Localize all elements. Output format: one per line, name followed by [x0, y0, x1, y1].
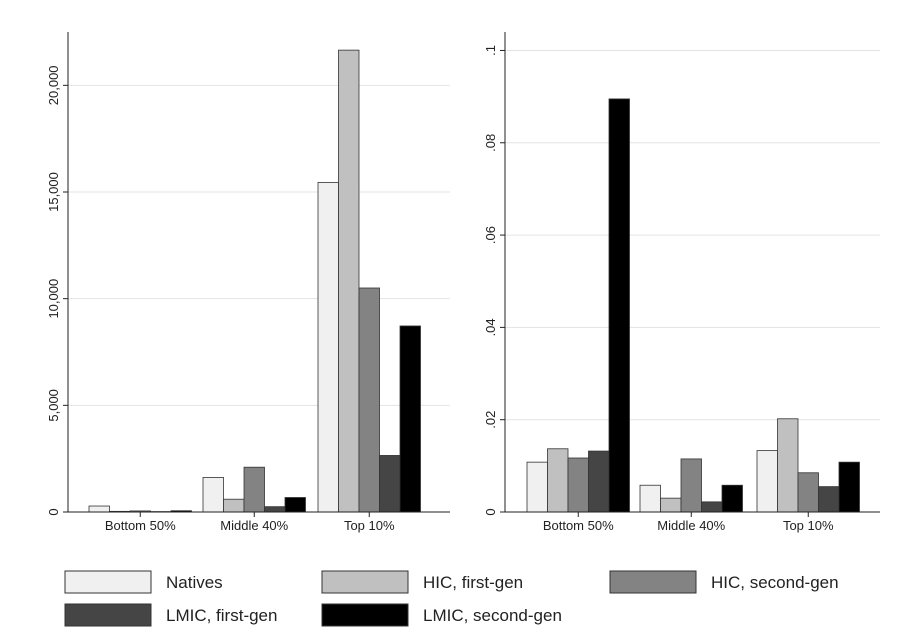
legend-label: HIC, second-gen	[711, 573, 839, 592]
bar	[526, 461, 548, 513]
legend-swatch	[321, 570, 409, 594]
legend-label: LMIC, first-gen	[166, 606, 277, 625]
y-tick-label: .04	[483, 318, 498, 336]
bar	[202, 477, 224, 513]
y-tick-label: 5,000	[46, 389, 61, 422]
y-tick-label: 20,000	[46, 65, 61, 105]
legend-swatch	[64, 603, 152, 627]
bar	[721, 484, 743, 513]
x-tick-label: Middle 40%	[220, 518, 288, 533]
x-tick-label: Middle 40%	[657, 518, 725, 533]
left-panel: 0 5,000 10,000 15,000 20,000 Bottom 50% Middle…	[46, 32, 450, 533]
legend-swatch	[609, 570, 697, 594]
y-tick-label: .06	[483, 226, 498, 244]
bar	[608, 98, 630, 513]
bar	[838, 461, 860, 513]
bar	[223, 498, 245, 513]
legend-swatch	[321, 603, 409, 627]
bar	[588, 450, 610, 513]
bar	[243, 466, 265, 513]
bar	[547, 448, 569, 513]
y-tick-label: 15,000	[46, 172, 61, 212]
legend: Natives HIC, first-gen HIC, second-gen LMIC…	[64, 570, 839, 627]
legend-label: LMIC, second-gen	[423, 606, 562, 625]
bar	[701, 501, 723, 513]
y-tick-label: 0	[483, 508, 498, 515]
y-tick-label: .1	[483, 45, 498, 56]
bar	[797, 472, 819, 513]
x-tick-label: Top 10%	[783, 518, 834, 533]
bar	[379, 455, 401, 513]
x-tick-label: Bottom 50%	[105, 518, 176, 533]
legend-label: HIC, first-gen	[423, 573, 523, 592]
right-panel: 0 .02 .04 .06 .08 .1 Bottom 50% Middle 40% Top 1…	[483, 32, 880, 533]
y-tick-label: 10,000	[46, 279, 61, 319]
bar	[88, 505, 110, 513]
bar	[639, 484, 661, 513]
bar	[264, 506, 286, 513]
y-tick-label: .08	[483, 134, 498, 152]
legend-label: Natives	[166, 573, 223, 592]
bar	[567, 457, 589, 513]
bar	[399, 325, 421, 513]
bar	[338, 49, 360, 513]
bar	[284, 497, 306, 513]
bar	[358, 287, 380, 513]
bar	[777, 418, 799, 513]
bar	[756, 450, 778, 513]
bar	[680, 458, 702, 513]
x-tick-label: Top 10%	[344, 518, 395, 533]
bar	[818, 486, 840, 513]
y-tick-label: 0	[46, 508, 61, 515]
y-tick-label: .02	[483, 411, 498, 429]
bar	[660, 497, 682, 513]
legend-swatch	[64, 570, 152, 594]
bar	[317, 181, 339, 513]
x-tick-label: Bottom 50%	[543, 518, 614, 533]
